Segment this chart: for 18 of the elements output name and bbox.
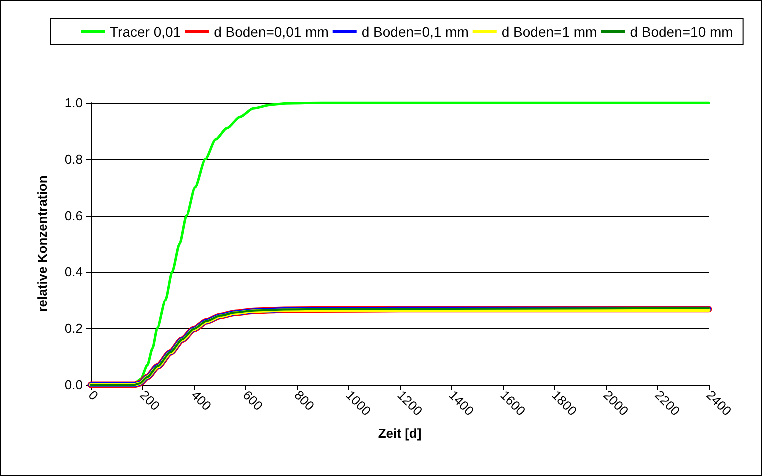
y-tick-label: 0.8 (64, 152, 83, 167)
y-tick-label: 0.4 (64, 264, 83, 280)
legend-label: d Boden=0,01 mm (214, 24, 329, 40)
legend-label: d Boden=1 mm (502, 24, 598, 40)
legend-label: d Boden=10 mm (630, 24, 734, 40)
y-tick-label: 1.0 (64, 96, 83, 110)
x-tick-label: 600 (240, 388, 266, 414)
x-tick-label: 0 (86, 388, 102, 404)
x-tick-label: 800 (292, 388, 318, 414)
legend-label: d Boden=0,1 mm (362, 24, 469, 40)
y-tick-label: 0.6 (64, 208, 83, 224)
x-tick-label: 200 (137, 388, 164, 414)
x-axis-title: Zeit [d] (378, 426, 422, 441)
x-tick-label: 400 (188, 388, 215, 414)
y-tick-label: 0.2 (64, 321, 83, 336)
y-tick-label: 0.0 (64, 378, 83, 392)
legend-label: Tracer 0,01 (110, 24, 182, 40)
y-axis-title: relative Konzentration (35, 176, 50, 312)
